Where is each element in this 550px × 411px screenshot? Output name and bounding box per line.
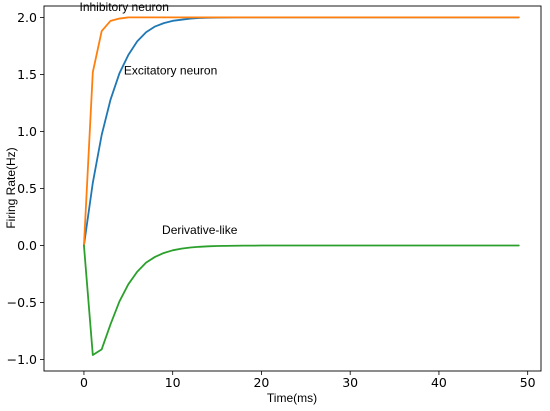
- y-tick-label: 0.5: [17, 181, 37, 196]
- x-tick-label: 0: [80, 375, 88, 390]
- x-axis-label: Time(ms): [267, 391, 317, 405]
- series-line-3: [83, 244, 520, 356]
- annotation-label: Excitatory neuron: [124, 63, 217, 77]
- x-tick-label: 40: [431, 375, 447, 390]
- y-tick-label: 1.5: [17, 67, 37, 82]
- y-axis-label: Firing Rate(Hz): [4, 147, 18, 228]
- y-tick-label: 1.0: [17, 124, 37, 139]
- x-tick-label: 30: [342, 375, 358, 390]
- y-tick-label: 2.0: [17, 10, 37, 25]
- annotations: Inhibitory neuron Excitatory neuron Deriva…: [80, 0, 238, 237]
- y-tick-label: 0.0: [17, 238, 37, 253]
- series-layer: [83, 16, 520, 356]
- y-tick-label: −0.5: [7, 295, 37, 310]
- x-tick-label: 50: [520, 375, 536, 390]
- series-line-2: [83, 16, 520, 247]
- x-tick-label: 10: [165, 375, 181, 390]
- plot-area: [43, 5, 542, 372]
- annotation-label: Derivative-like: [162, 223, 238, 237]
- annotation-label: Inhibitory neuron: [80, 0, 169, 14]
- axis-ticks: 0 10 20 30 40 50 −1.0 −0.5 0.0 0.5 1.0 1.5 2.0: [7, 10, 536, 390]
- y-tick-label: −1.0: [7, 352, 37, 367]
- x-tick-label: 20: [253, 375, 269, 390]
